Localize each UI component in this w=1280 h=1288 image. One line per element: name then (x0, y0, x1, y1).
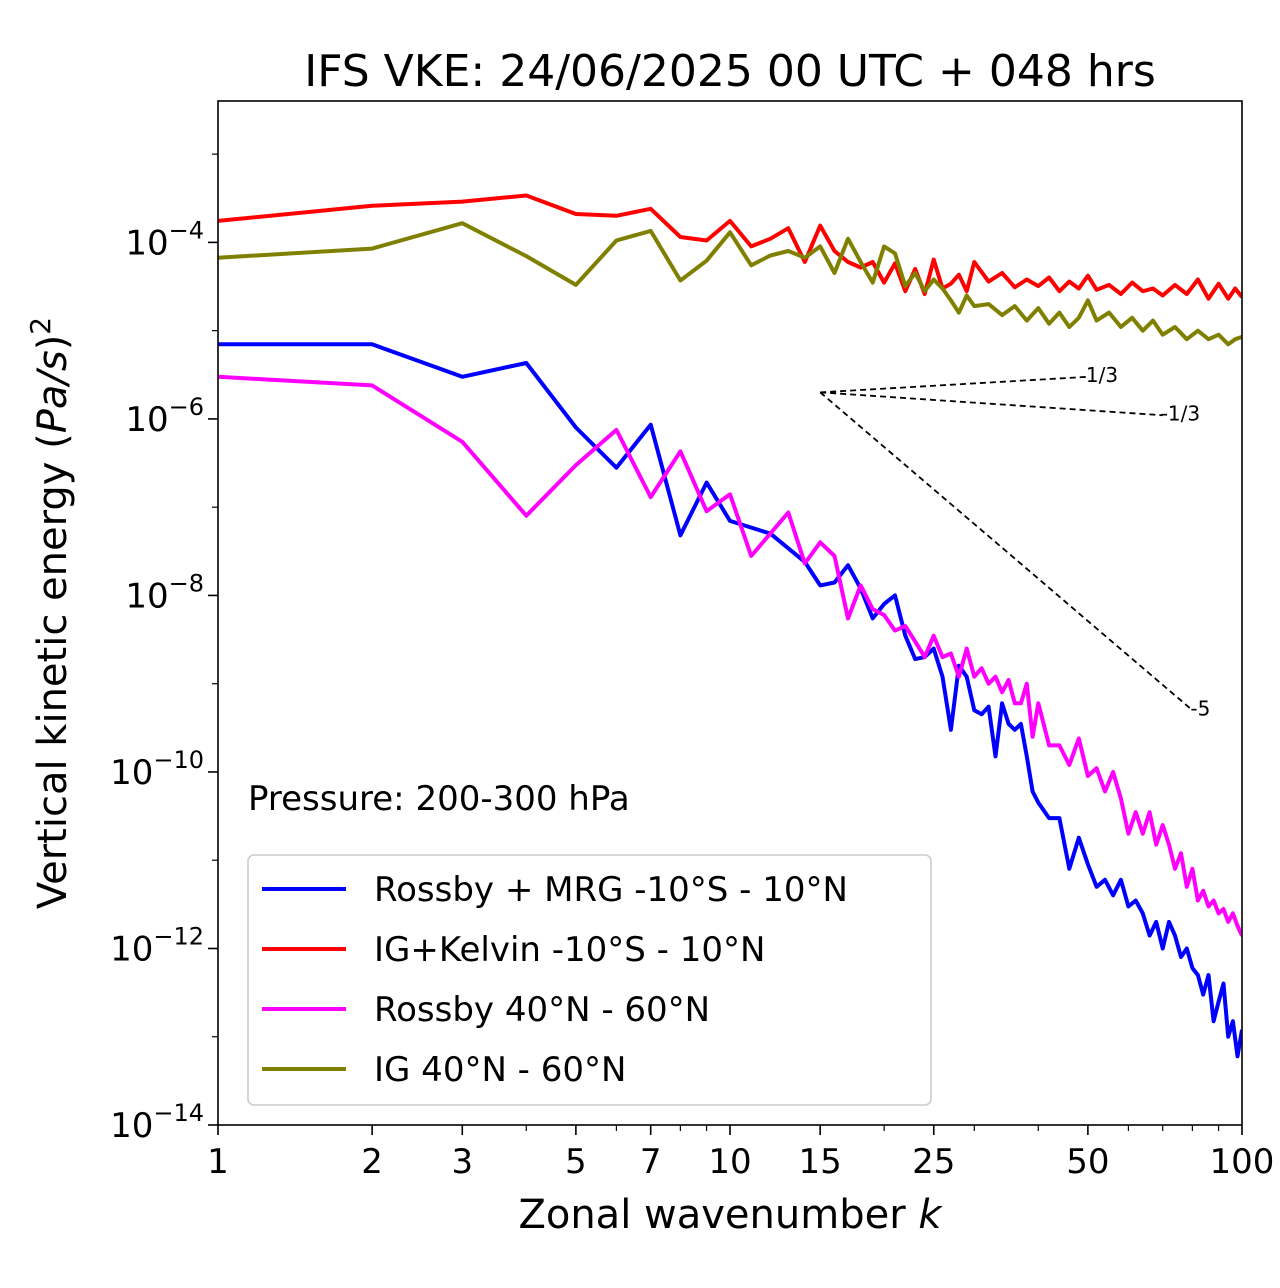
reference-line-2 (819, 391, 1193, 711)
y-tick-label-2: 10−8 (125, 569, 204, 616)
x-tick-label-6: 15 (799, 1142, 842, 1182)
legend-label-1: IG+Kelvin -10°S - 10°N (374, 930, 765, 970)
y-axis-label-exponent: 2 (24, 317, 57, 335)
x-tick-label-9: 100 (1210, 1142, 1275, 1182)
y-axis-label: Vertical kinetic energy (Pa/s)2 (24, 317, 76, 909)
legend: Rossby + MRG -10°S - 10°N IG+Kelvin -10°S… (247, 854, 932, 1106)
x-tick-label-5: 10 (708, 1142, 751, 1182)
y-tick-label-5: 10−14 (110, 1099, 204, 1146)
legend-box (247, 854, 932, 1106)
x-axis-label-main: Zonal wavenumber (518, 1192, 918, 1238)
series-line-3 (218, 221, 1242, 347)
y-tick-label-0: 10−4 (125, 216, 204, 263)
x-tick-label-3: 5 (565, 1142, 587, 1182)
series-line-0 (218, 342, 1242, 1059)
reference-line-label-0: 1/3 (1086, 363, 1118, 387)
reference-slope-labels: 1/3 -1/3 -5 (1086, 363, 1210, 720)
reference-slope-lines (819, 375, 1193, 711)
x-tick-label-2: 3 (451, 1142, 473, 1182)
legend-label-3: IG 40°N - 60°N (374, 1050, 626, 1090)
x-axis-ticks: 1 2 3 5 7 10 15 25 50 100 (207, 1125, 1274, 1182)
legend-label-2: Rossby 40°N - 60°N (374, 990, 710, 1030)
y-axis-label-main: Vertical kinetic energy ( (30, 433, 76, 909)
x-tick-label-8: 50 (1066, 1142, 1109, 1182)
y-axis-ticks: 10−4 10−6 10−8 10−10 10−12 10−14 (110, 153, 218, 1146)
reference-line-label-1: -1/3 (1161, 401, 1200, 425)
reference-line-label-2: -5 (1190, 696, 1210, 720)
x-tick-label-4: 7 (640, 1142, 662, 1182)
series-line-1 (218, 193, 1242, 301)
data-series-lines (218, 193, 1242, 1059)
x-tick-label-0: 1 (207, 1142, 229, 1182)
y-tick-label-4: 10−12 (110, 922, 204, 969)
x-axis-label: Zonal wavenumber k (518, 1192, 943, 1238)
pressure-annotation: Pressure: 200-300 hPa (248, 779, 630, 819)
reference-line-0 (820, 375, 1088, 394)
y-tick-label-1: 10−6 (125, 393, 204, 440)
y-tick-label-3: 10−10 (110, 746, 204, 793)
y-axis-label-variable: Pa/s (30, 350, 76, 433)
x-tick-label-7: 25 (912, 1142, 955, 1182)
y-axis-label-close: ) (30, 335, 76, 351)
chart-title: IFS VKE: 24/06/2025 00 UTC + 048 hrs (304, 46, 1156, 97)
x-axis-label-variable: k (918, 1192, 943, 1238)
reference-line-1 (820, 391, 1163, 417)
legend-label-0: Rossby + MRG -10°S - 10°N (374, 870, 848, 910)
series-line-2 (218, 374, 1242, 937)
x-tick-label-1: 2 (361, 1142, 383, 1182)
